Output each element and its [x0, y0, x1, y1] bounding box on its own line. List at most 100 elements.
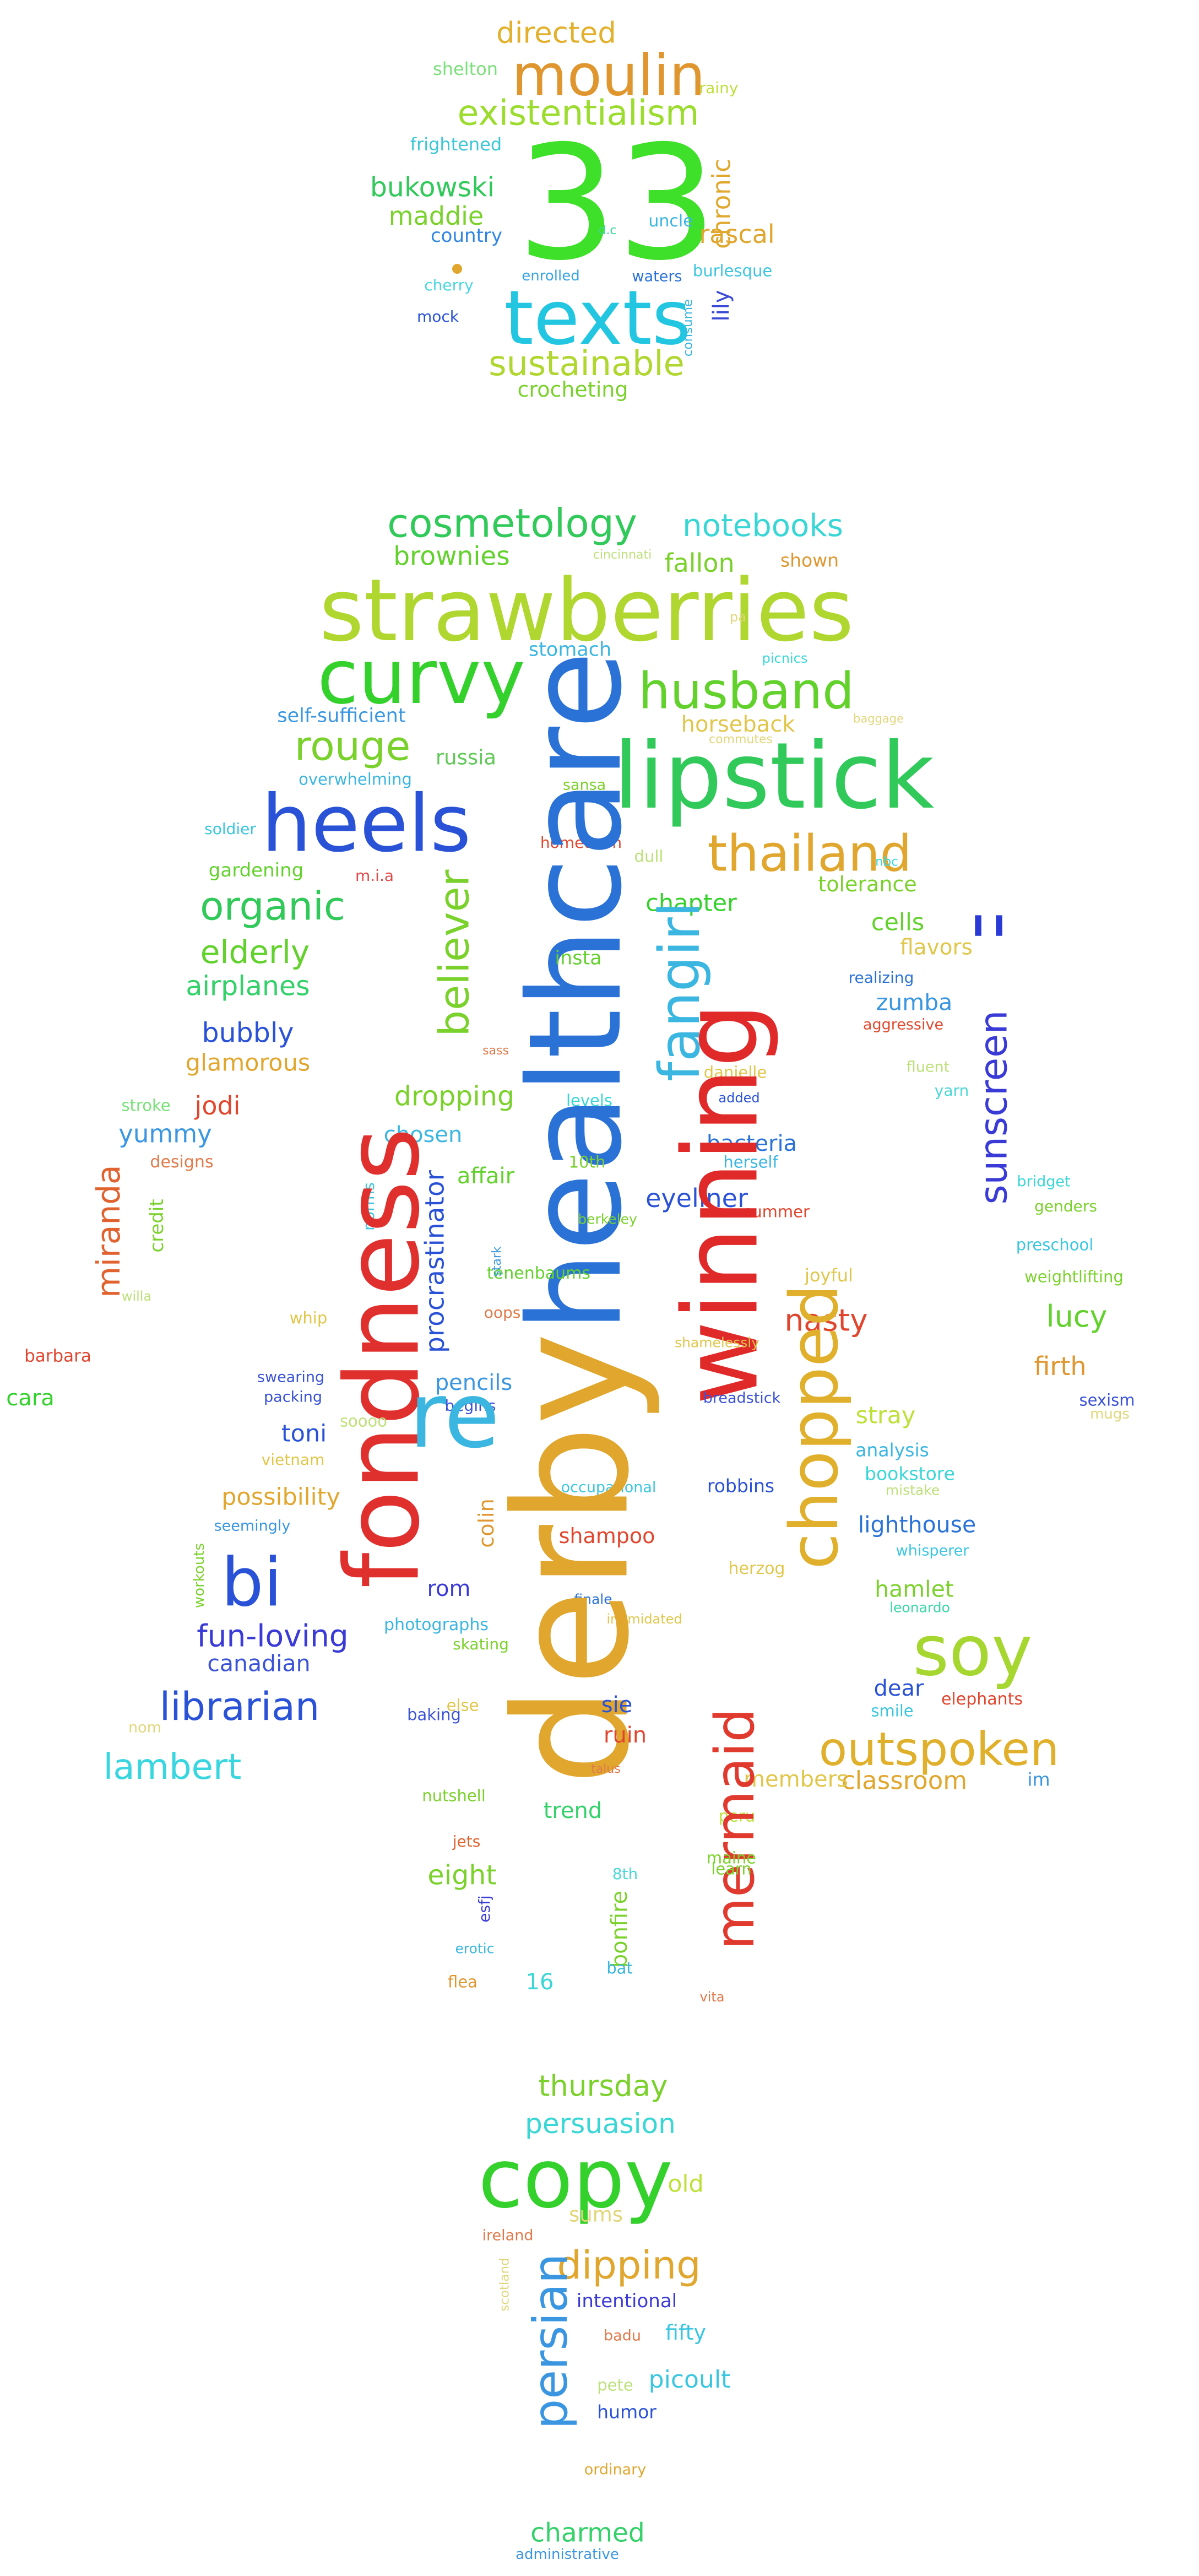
- word-sexism: sexism: [1079, 1390, 1135, 1410]
- word-dropping: dropping: [394, 1080, 515, 1112]
- word-dear: dear: [874, 1676, 924, 1701]
- word-lucy: lucy: [1046, 1299, 1108, 1334]
- word-miranda: miranda: [90, 1165, 127, 1298]
- word-heels: heels: [261, 777, 471, 870]
- word-classroom: classroom: [841, 1766, 968, 1795]
- word-frightened: frightened: [410, 134, 502, 155]
- word-glamorous: glamorous: [185, 1049, 311, 1077]
- word-quote: '': [968, 900, 1010, 989]
- word-cara: cara: [6, 1386, 55, 1411]
- word-insta: insta: [555, 947, 602, 970]
- word-stray: stray: [855, 1401, 916, 1430]
- word-strawberries: strawberries: [319, 560, 854, 661]
- word-sass: sass: [482, 1044, 509, 1058]
- word-copy: copy: [478, 2131, 673, 2226]
- word-levels: levels: [566, 1091, 613, 1110]
- word-whip: whip: [289, 1308, 328, 1328]
- word-mistake: mistake: [885, 1482, 940, 1498]
- word-preschool: preschool: [1016, 1235, 1094, 1254]
- word-im: im: [1027, 1768, 1050, 1790]
- word-old: old: [668, 2170, 704, 2198]
- word-nbc: nbc: [875, 854, 898, 869]
- word-stark: stark: [490, 1246, 504, 1277]
- word-believer: believer: [430, 869, 479, 1037]
- word-peru: peru: [718, 1806, 756, 1826]
- word-shelton: shelton: [433, 58, 498, 79]
- word-overwhelming: overwhelming: [299, 770, 412, 789]
- word-rom: rom: [427, 1576, 471, 1601]
- word-enrolled: enrolled: [522, 268, 580, 284]
- word-oops: oops: [484, 1303, 521, 1322]
- word-ordinary: ordinary: [584, 2461, 647, 2478]
- word-derby: derby: [481, 1332, 664, 1786]
- word-country: country: [430, 225, 503, 247]
- word-finale: finale: [574, 1591, 612, 1608]
- word-bacteria: bacteria: [706, 1131, 797, 1156]
- word-rainy: rainy: [699, 79, 739, 97]
- word-lily: lily: [709, 290, 734, 322]
- word-canadian: canadian: [207, 1650, 311, 1677]
- word-soooo: soooo: [339, 1411, 388, 1431]
- word-bonfire: bonfire: [607, 1890, 632, 1968]
- word-33: 33: [517, 112, 717, 295]
- word-credit: credit: [146, 1199, 168, 1253]
- word-thailand: thailand: [707, 825, 912, 883]
- word-breadstick: breadstick: [703, 1389, 781, 1407]
- word-chopped: chopped: [777, 1284, 853, 1570]
- word-nasty: nasty: [784, 1302, 868, 1338]
- word-shown: shown: [780, 549, 839, 571]
- word-directed: directed: [496, 16, 616, 50]
- word-esfj: esfj: [475, 1895, 493, 1923]
- word-maddie: maddie: [388, 201, 484, 231]
- word-picnics: picnics: [762, 651, 808, 666]
- word-bridget: bridget: [1017, 1173, 1071, 1190]
- word-mock: mock: [416, 307, 459, 326]
- word-elephants: elephants: [941, 1690, 1023, 1709]
- word-pa: pa: [730, 609, 746, 625]
- word-intentional: intentional: [576, 2290, 677, 2312]
- word-bi: bi: [221, 1544, 283, 1622]
- word-rascal: rascal: [699, 219, 775, 249]
- word-weightlifting: weightlifting: [1024, 1267, 1124, 1286]
- word-else: else: [446, 1696, 479, 1715]
- word-whisperer: whisperer: [896, 1542, 969, 1560]
- word-seemingly: seemingly: [214, 1517, 291, 1535]
- word-horseback: horseback: [681, 712, 795, 737]
- word-persuasion: persuasion: [525, 2108, 676, 2140]
- word-curvy: curvy: [317, 634, 525, 721]
- word-trend: trend: [543, 1798, 603, 1823]
- word-tolerance: tolerance: [818, 872, 917, 896]
- word-learn: learn: [711, 1859, 752, 1879]
- word-hamlet: hamlet: [875, 1576, 954, 1603]
- word-mermaid: mermaid: [704, 1708, 767, 1950]
- word-yarn: yarn: [934, 1081, 969, 1100]
- word-nutshell: nutshell: [422, 1786, 486, 1805]
- word-rouge: rouge: [294, 723, 411, 770]
- word-yummy: yummy: [118, 1119, 212, 1149]
- word-herself: herself: [723, 1152, 778, 1172]
- word-scotland: scotland: [497, 2258, 512, 2312]
- word-joyful: joyful: [805, 1265, 853, 1286]
- word-re: re: [409, 1363, 500, 1468]
- word-shampoo: shampoo: [558, 1524, 655, 1548]
- word-bookstore: bookstore: [865, 1463, 955, 1485]
- word-begins: begins: [444, 1397, 496, 1415]
- word-added: added: [718, 1090, 760, 1106]
- word-analysis: analysis: [855, 1439, 929, 1461]
- word-nom: nom: [128, 1719, 161, 1736]
- word-erotic: erotic: [455, 1940, 495, 1957]
- word-talus: talus: [591, 1762, 621, 1776]
- word-barbara: barbara: [24, 1346, 91, 1366]
- word-chapter: chapter: [645, 889, 737, 917]
- word-dipping: dipping: [557, 2243, 701, 2288]
- word-intimidated: intimidated: [606, 1611, 682, 1627]
- word-lighthouse: lighthouse: [858, 1511, 976, 1538]
- word-toni: toni: [281, 1420, 327, 1448]
- word-berkeley: berkeley: [578, 1211, 637, 1227]
- word-m-i-a: m.i.a: [355, 867, 394, 885]
- word-16: 16: [525, 1969, 554, 1995]
- word-aggressive: aggressive: [862, 1016, 944, 1033]
- word-robbins: robbins: [707, 1475, 775, 1497]
- word-ireland: ireland: [482, 2227, 534, 2244]
- word-bukowski: bukowski: [370, 171, 495, 203]
